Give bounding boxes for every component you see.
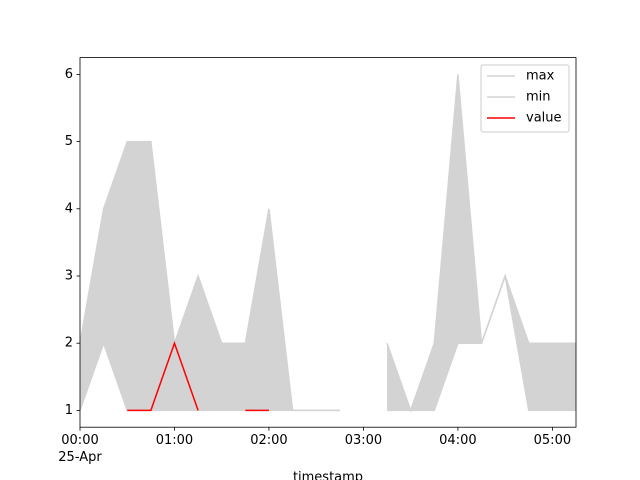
- series-line: [127, 340, 269, 412]
- fill-area: [80, 141, 340, 411]
- x-tick-label: 03:00: [345, 433, 382, 448]
- axes-frame: [79, 57, 577, 428]
- x-tick-label: 01:00: [156, 433, 193, 448]
- x-date-label: 25-Apr: [58, 450, 102, 465]
- x-tick-label: 04:00: [439, 433, 476, 448]
- x-tick-label: 05:00: [534, 433, 571, 448]
- y-tick-label: 5: [65, 134, 73, 149]
- y-tick-label: 6: [65, 67, 73, 82]
- x-tick-label: 02:00: [250, 433, 287, 448]
- y-tick-label: 3: [65, 269, 73, 284]
- x-axis-label: timestamp: [293, 470, 363, 480]
- legend-label: max: [526, 69, 555, 84]
- legend-label: min: [526, 90, 551, 105]
- series-line: [79, 273, 576, 412]
- x-tick-label: 00:00: [61, 433, 98, 448]
- y-tick-label: 4: [65, 201, 73, 216]
- plot-area: [79, 74, 576, 413]
- legend-label: value: [526, 111, 562, 126]
- y-tick-label: 1: [65, 403, 73, 418]
- y-tick-label: 2: [65, 336, 73, 351]
- legend-box: [480, 64, 570, 133]
